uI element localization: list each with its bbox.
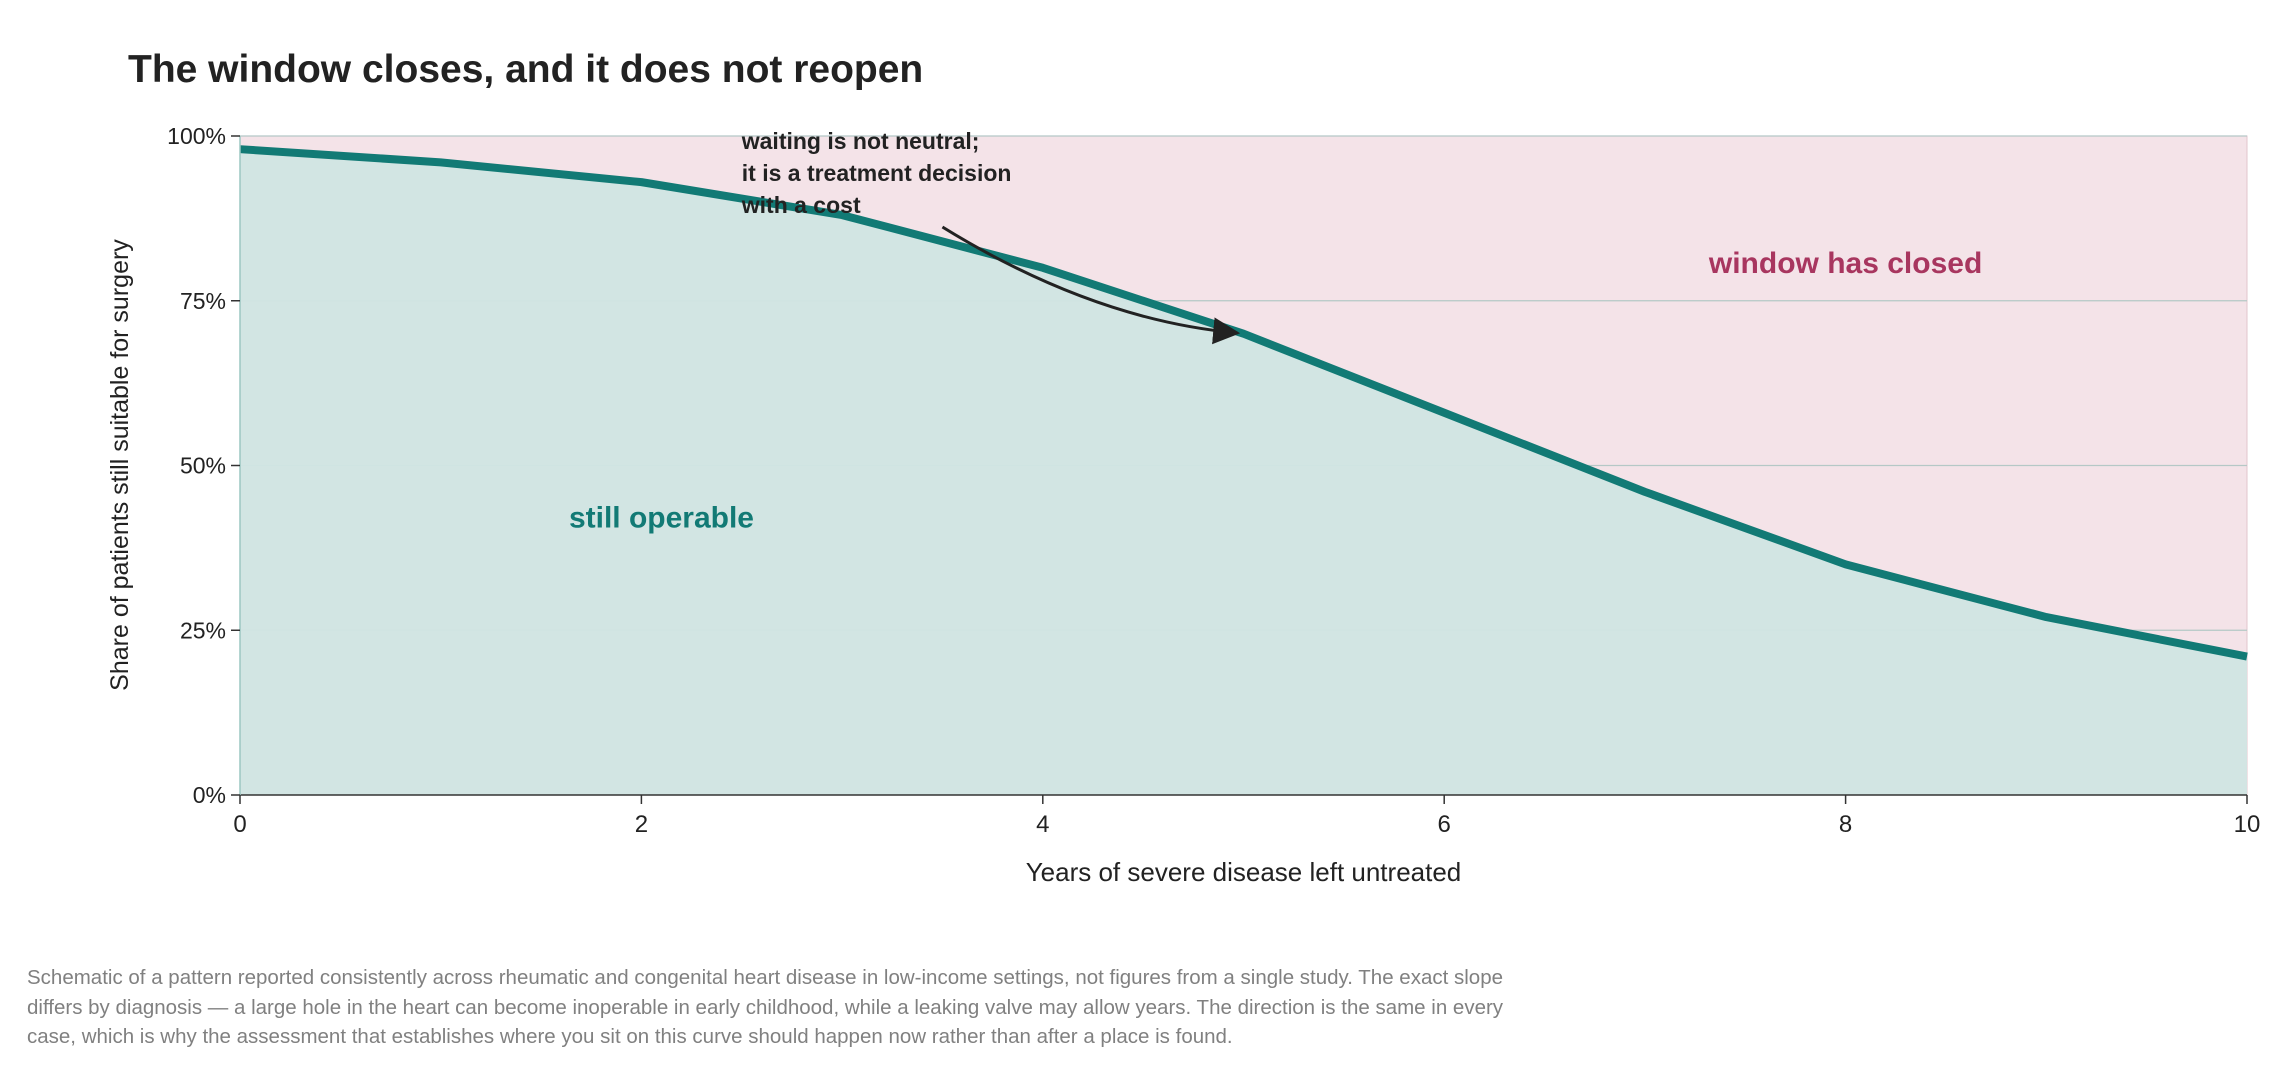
y-tick-label: 0% xyxy=(193,782,226,808)
y-tick-label: 100% xyxy=(167,123,226,149)
series-line xyxy=(239,145,2248,661)
y-tick-label: 75% xyxy=(180,288,226,314)
y-axis-title: Share of patients still suitable for sur… xyxy=(106,239,134,691)
chart-title: The window closes, and it does not reope… xyxy=(128,48,924,91)
operable-region-label: still operable xyxy=(569,501,754,534)
annotation-text: waiting is not neutral; xyxy=(741,128,980,154)
annotation-arrow xyxy=(941,225,1241,345)
x-tick-label: 0 xyxy=(233,811,246,838)
annotation-text: it is a treatment decision xyxy=(742,160,1012,186)
x-tick-label: 4 xyxy=(1036,811,1049,838)
operable-area xyxy=(240,149,2247,795)
x-tick-label: 10 xyxy=(2234,811,2261,838)
x-tick-label: 6 xyxy=(1438,811,1451,838)
caption-line: differs by diagnosis — a large hole in t… xyxy=(27,995,1504,1019)
x-axis-title: Years of severe disease left untreated xyxy=(1026,857,1462,887)
closed-region-label: window has closed xyxy=(1708,247,1982,280)
annotation-text: with a cost xyxy=(741,192,861,218)
caption-line: Schematic of a pattern reported consiste… xyxy=(27,966,1504,989)
chart-caption: Schematic of a pattern reported consiste… xyxy=(27,963,1587,1052)
caption-line: case, which is why the assessment that e… xyxy=(27,1025,1233,1048)
x-tick-label: 2 xyxy=(635,811,648,838)
y-tick-label: 50% xyxy=(180,453,226,479)
y-tick-label: 25% xyxy=(180,617,226,643)
x-tick-label: 8 xyxy=(1839,811,1852,838)
